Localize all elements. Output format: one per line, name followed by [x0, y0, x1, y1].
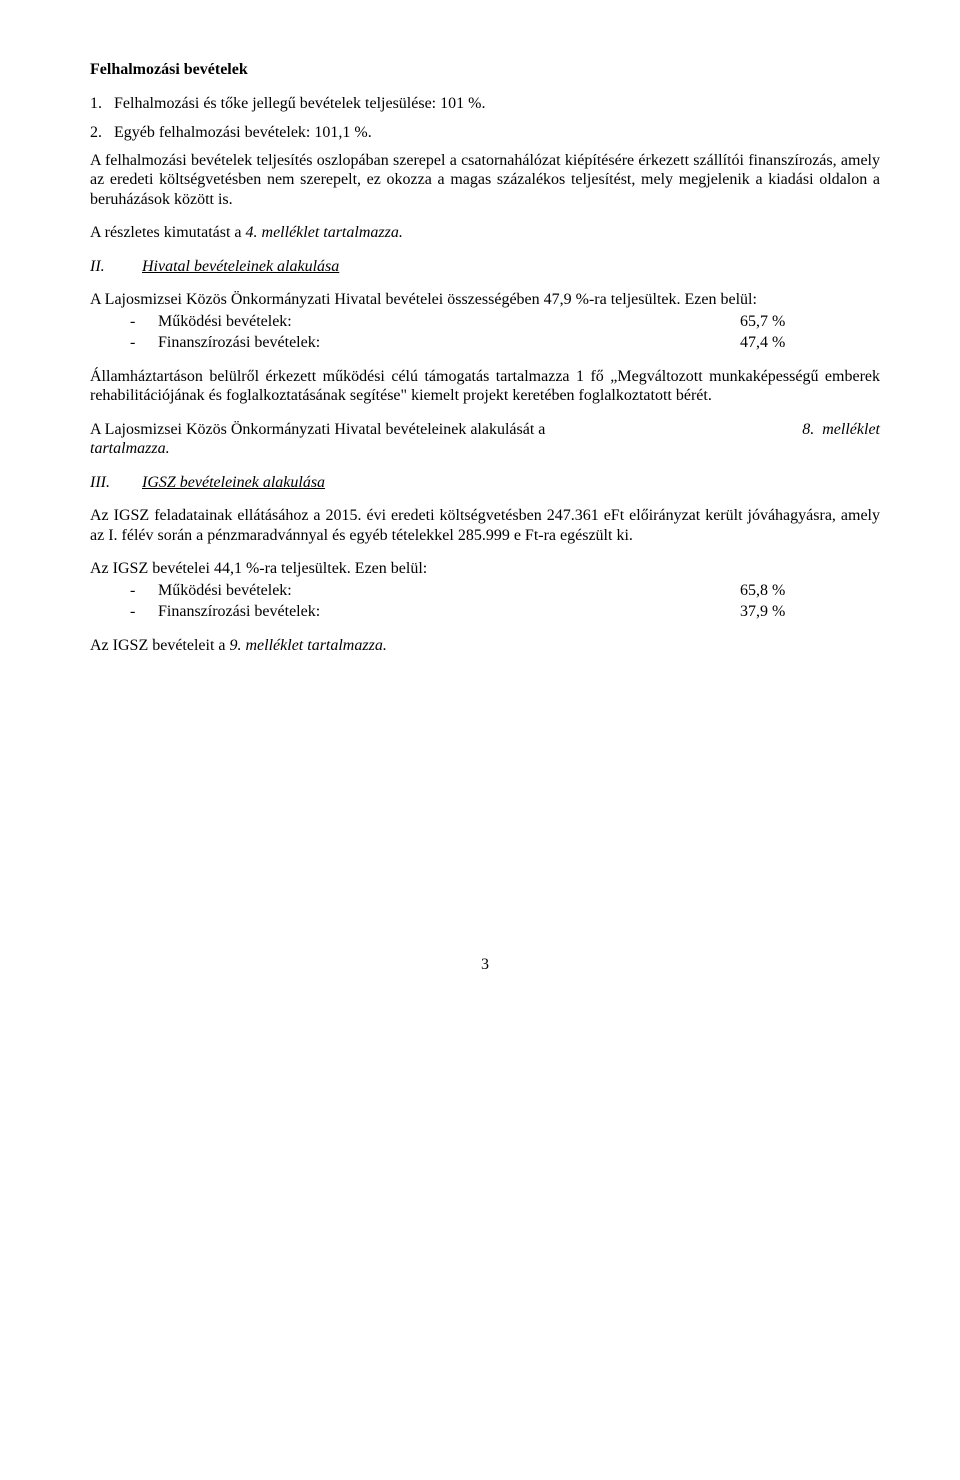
- section-2-heading: II. Hivatal bevételeinek alakulása: [90, 257, 880, 277]
- paragraph-5b-rest: tartalmazza.: [90, 440, 170, 457]
- ordered-text-2: Egyéb felhalmozási bevételek: 101,1 %.: [114, 123, 372, 143]
- ordered-num-1: 1.: [90, 94, 114, 114]
- paragraph-2b-italic: 4. melléklet tartalmazza.: [246, 224, 403, 241]
- list-item: - Finanszírozási bevételek: 37,9 %: [130, 602, 880, 622]
- paragraph-6: Az IGSZ feladatainak ellátásához a 2015.…: [90, 506, 880, 545]
- paragraph-2a: A részletes kimutatást a: [90, 224, 246, 241]
- section-2-title: Hivatal bevételeinek alakulása: [142, 257, 339, 277]
- paragraph-8a: Az IGSZ bevételeit a: [90, 637, 230, 654]
- ordered-item-1: 1. Felhalmozási és tőke jellegű bevétele…: [90, 94, 880, 114]
- paragraph-5a: A Lajosmizsei Közös Önkormányzati Hivata…: [90, 420, 545, 440]
- list-label-2: Finanszírozási bevételek:: [158, 333, 740, 353]
- heading-felhalmozasi: Felhalmozási bevételek: [90, 60, 880, 80]
- section-3-num: III.: [90, 473, 142, 493]
- list-label-3: Működési bevételek:: [158, 581, 740, 601]
- paragraph-7: Az IGSZ bevételei 44,1 %-ra teljesültek.…: [90, 559, 880, 579]
- ordered-num-2: 2.: [90, 123, 114, 143]
- page-number: 3: [90, 955, 880, 975]
- bullet-icon: -: [130, 602, 158, 622]
- list-value-4: 37,9 %: [740, 602, 880, 622]
- list-value-2: 47,4 %: [740, 333, 880, 353]
- paragraph-3: A Lajosmizsei Közös Önkormányzati Hivata…: [90, 290, 880, 310]
- paragraph-8b-italic: 9. melléklet tartalmazza.: [230, 637, 387, 654]
- paragraph-5: A Lajosmizsei Közös Önkormányzati Hivata…: [90, 420, 880, 459]
- list-label-1: Működési bevételek:: [158, 312, 740, 332]
- list-item: - Működési bevételek: 65,8 %: [130, 581, 880, 601]
- paragraph-2: A részletes kimutatást a 4. melléklet ta…: [90, 223, 880, 243]
- ordered-text-1: Felhalmozási és tőke jellegű bevételek t…: [114, 94, 485, 114]
- list-value-1: 65,7 %: [740, 312, 880, 332]
- list-label-4: Finanszírozási bevételek:: [158, 602, 740, 622]
- section-2-num: II.: [90, 257, 142, 277]
- bullet-icon: -: [130, 312, 158, 332]
- list-value-3: 65,8 %: [740, 581, 880, 601]
- paragraph-8: Az IGSZ bevételeit a 9. melléklet tartal…: [90, 636, 880, 656]
- section-3-title: IGSZ bevételeinek alakulása: [142, 473, 325, 493]
- bullet-icon: -: [130, 581, 158, 601]
- paragraph-4: Államháztartáson belülről érkezett működ…: [90, 367, 880, 406]
- paragraph-1: A felhalmozási bevételek teljesítés oszl…: [90, 151, 880, 210]
- section-3-heading: III. IGSZ bevételeinek alakulása: [90, 473, 880, 493]
- bullet-icon: -: [130, 333, 158, 353]
- ordered-item-2: 2. Egyéb felhalmozási bevételek: 101,1 %…: [90, 123, 880, 143]
- list-item: - Működési bevételek: 65,7 %: [130, 312, 880, 332]
- list-item: - Finanszírozási bevételek: 47,4 %: [130, 333, 880, 353]
